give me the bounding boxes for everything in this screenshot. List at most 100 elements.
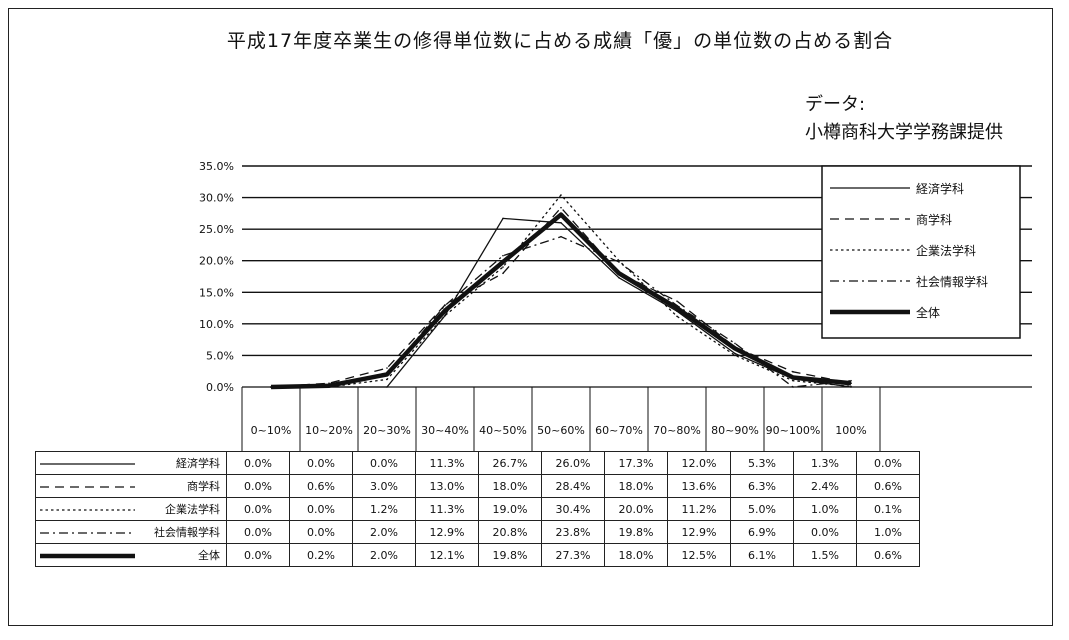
x-category-label: 40~50%: [479, 424, 527, 437]
table-cell: 0.1%: [856, 497, 920, 521]
table-cell: 0.0%: [226, 451, 290, 475]
table-cell: 0.0%: [289, 497, 353, 521]
series-lines: [270, 194, 852, 390]
row-label: 経済学科: [176, 457, 220, 470]
data-point: [444, 304, 446, 307]
table-cell: 12.1%: [415, 543, 479, 567]
table-cell: 5.0%: [730, 497, 794, 521]
data-point: [734, 347, 736, 350]
data-point: [734, 342, 736, 345]
x-category-label: 0~10%: [251, 424, 292, 437]
data-point: [444, 314, 446, 317]
table-row: 商学科 0.0% 0.6% 3.0% 13.0% 18.0% 28.4% 18.0% 13.6%…: [35, 474, 920, 498]
table-cell: 13.0%: [415, 474, 479, 498]
table-cell: 13.6%: [667, 474, 731, 498]
legend-label: 社会情報学科: [916, 274, 988, 289]
table-cell: 0.0%: [226, 497, 290, 521]
table-cell: 11.3%: [415, 451, 479, 475]
row-header: 商学科: [35, 474, 227, 498]
table-cell: 6.3%: [730, 474, 794, 498]
data-point: [328, 384, 330, 387]
row-label: 企業法学科: [165, 503, 220, 516]
table-cell: 0.0%: [352, 451, 416, 475]
table-cell: 1.2%: [352, 497, 416, 521]
x-category-label: 30~40%: [421, 424, 469, 437]
y-axis-ticks: 0.0% 5.0% 10.0% 15.0% 20.0% 25.0% 30.0% 35.0%: [199, 160, 234, 394]
series-line: [271, 194, 852, 388]
x-category-label: 60~70%: [595, 424, 643, 437]
table-cell: 11.2%: [667, 497, 731, 521]
table-cell: 28.4%: [541, 474, 605, 498]
y-tick-label: 10.0%: [199, 318, 234, 331]
data-point: [444, 309, 446, 312]
row-label: 社会情報学科: [154, 526, 220, 539]
data-point: [560, 222, 562, 224]
table-cell: 19.8%: [604, 520, 668, 544]
legend-label: 商学科: [916, 212, 952, 227]
data-point: [850, 382, 852, 385]
data-point: [676, 307, 678, 309]
data-point: [386, 373, 388, 376]
source-text: 小樽商科大学学務課提供: [805, 122, 1003, 143]
legend-label: 企業法学科: [916, 243, 976, 258]
data-point: [502, 254, 504, 257]
data-point: [850, 385, 852, 388]
y-tick-label: 5.0%: [206, 349, 234, 362]
y-tick-label: 0.0%: [206, 381, 234, 394]
data-point: [676, 315, 678, 318]
data-point: [676, 300, 678, 302]
legend-box: [821, 165, 1021, 339]
table-cell: 0.0%: [226, 543, 290, 567]
y-tick-label: 30.0%: [199, 192, 234, 205]
chart-title: 平成17年度卒業生の修得単位数に占める成績「優」の単位数の占める割合: [226, 30, 894, 52]
data-point: [734, 352, 736, 355]
table-cell: 11.3%: [415, 497, 479, 521]
table-cell: 0.0%: [856, 451, 920, 475]
data-point: [792, 376, 794, 379]
table-cell: 19.8%: [478, 543, 542, 567]
data-point: [560, 213, 562, 216]
data-point: [502, 217, 504, 220]
y-tick-label: 15.0%: [199, 286, 234, 299]
data-point: [502, 272, 504, 275]
data-point: [618, 259, 620, 262]
data-point: [386, 367, 388, 369]
table-cell: 26.7%: [478, 451, 542, 475]
row-header: 企業法学科: [35, 497, 227, 521]
source-label: データ:: [805, 94, 866, 115]
y-tick-label: 20.0%: [199, 255, 234, 268]
data-point: [502, 261, 504, 263]
table-cell: 0.6%: [856, 543, 920, 567]
category-separators: [241, 387, 881, 451]
table-cell: 1.5%: [793, 543, 857, 567]
data-table: 経済学科 0.0% 0.0% 0.0% 11.3% 26.7% 26.0% 17.3% 12.0…: [35, 451, 920, 567]
data-point: [560, 194, 562, 196]
table-cell: 1.0%: [793, 497, 857, 521]
table-cell: 1.3%: [793, 451, 857, 475]
x-category-label: 10~20%: [305, 424, 353, 437]
x-category-label: 70~80%: [653, 424, 701, 437]
data-point: [560, 235, 562, 238]
table-cell: 12.9%: [667, 520, 731, 544]
data-point: [502, 266, 504, 268]
row-line-sample: [40, 486, 135, 488]
table-cell: 5.3%: [730, 451, 794, 475]
table-cell: 26.0%: [541, 451, 605, 475]
data-point: [270, 386, 272, 388]
row-header: 全体: [35, 543, 227, 567]
table-cell: 12.9%: [415, 520, 479, 544]
row-header: 社会情報学科: [35, 520, 227, 544]
table-cell: 19.0%: [478, 497, 542, 521]
table-cell: 3.0%: [352, 474, 416, 498]
table-cell: 1.0%: [856, 520, 920, 544]
table-cell: 0.0%: [289, 520, 353, 544]
table-cell: 17.3%: [604, 451, 668, 475]
y-tick-label: 35.0%: [199, 160, 234, 173]
series-line: [270, 207, 852, 388]
table-cell: 6.9%: [730, 520, 794, 544]
table-cell: 30.4%: [541, 497, 605, 521]
row-header: 経済学科: [35, 451, 227, 475]
row-label: 全体: [198, 549, 220, 562]
x-axis-categories: 0~10% 10~20% 20~30% 30~40% 40~50% 50~60% 60~70…: [251, 424, 867, 437]
